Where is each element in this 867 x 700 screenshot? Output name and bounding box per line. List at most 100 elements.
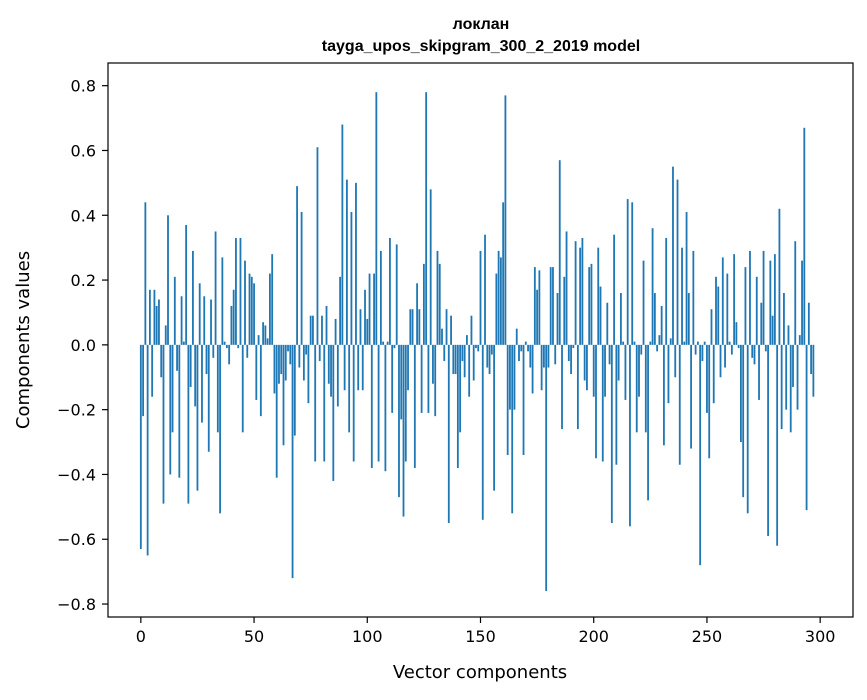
bar-39: [228, 344, 231, 365]
bar-226: [651, 228, 654, 345]
bar-70: [298, 344, 301, 368]
bar-281: [776, 344, 779, 546]
bar-216: [629, 344, 631, 527]
bar-133: [441, 328, 443, 345]
bar-284: [783, 293, 785, 345]
y-axis-ticks: −0.8 −0.6 −0.4 −0.2 0.0 0.2 0.4 0.6 0.8: [57, 77, 108, 614]
bar-215: [626, 199, 629, 345]
bar-158: [497, 250, 500, 345]
bar-128: [429, 189, 432, 345]
bar-260: [728, 341, 731, 345]
bar-91: [345, 179, 348, 345]
bar-144: [466, 335, 468, 345]
x-tick-label: 300: [805, 627, 836, 646]
bar-121: [413, 344, 416, 468]
bar-173: [531, 344, 534, 394]
bar-85: [332, 344, 335, 481]
bar-143: [463, 344, 466, 378]
bar-37: [223, 341, 226, 345]
chart-subtitle: tayga_upos_skipgram_300_2_2019 model: [322, 38, 640, 55]
bar-142: [461, 344, 464, 362]
bar-108: [384, 344, 387, 472]
bar-250: [706, 344, 708, 413]
bar-209: [613, 234, 616, 345]
bar-261: [730, 344, 733, 355]
bar-92: [348, 344, 351, 433]
bar-51: [255, 344, 258, 400]
bar-234: [669, 338, 672, 345]
bar-53: [259, 344, 262, 417]
bar-196: [583, 344, 586, 381]
bar-293: [803, 127, 806, 345]
bar-67: [291, 344, 294, 579]
bar-105: [377, 344, 380, 462]
bar-151: [481, 344, 484, 520]
chart-title: локлан: [453, 16, 510, 33]
bar-181: [549, 267, 552, 345]
bar-273: [758, 344, 760, 400]
bar-296: [810, 344, 813, 375]
bar-10: [162, 344, 165, 504]
bar-82: [325, 305, 328, 345]
x-tick-label: 200: [578, 627, 609, 646]
bar-183: [554, 344, 557, 365]
bar-232: [665, 237, 668, 345]
bar-149: [477, 344, 480, 352]
bar-9: [160, 344, 163, 378]
bar-187: [563, 276, 566, 345]
bar-160: [502, 202, 505, 345]
bar-64: [284, 344, 287, 381]
bar-238: [678, 344, 681, 465]
bar-294: [805, 344, 808, 511]
x-tick-label: 50: [244, 627, 264, 646]
bar-276: [764, 344, 767, 352]
bar-224: [647, 344, 649, 501]
bar-213: [622, 341, 625, 345]
bar-246: [696, 341, 699, 345]
bar-272: [755, 276, 758, 345]
bar-134: [443, 344, 446, 362]
bar-236: [674, 344, 677, 378]
bar-237: [676, 179, 679, 345]
bar-288: [792, 344, 794, 387]
bar-56: [266, 338, 269, 345]
plot-area-frame: [107, 62, 854, 618]
bar-192: [574, 241, 577, 345]
bar-267: [744, 267, 747, 345]
bar-217: [631, 202, 634, 345]
bar-225: [649, 341, 652, 345]
bar-113: [395, 244, 398, 345]
bar-138: [452, 344, 455, 375]
bar-194: [579, 247, 582, 345]
bar-120: [411, 309, 414, 345]
bar-101: [368, 273, 371, 345]
bar-228: [656, 344, 659, 352]
bar-207: [608, 344, 611, 365]
bar-177: [540, 344, 543, 391]
bar-208: [610, 344, 613, 524]
bar-135: [445, 309, 448, 345]
bar-292: [801, 260, 803, 345]
bar-8: [158, 299, 160, 345]
bar-206: [606, 302, 609, 345]
bar-220: [638, 344, 640, 397]
bar-30: [207, 344, 210, 452]
bar-191: [572, 344, 575, 349]
bar-270: [751, 344, 754, 358]
bar-129: [432, 344, 434, 384]
bar-28: [203, 296, 206, 345]
bar-239: [681, 247, 683, 345]
bar-44: [239, 237, 242, 345]
bar-50: [253, 283, 255, 345]
bar-87: [336, 344, 339, 407]
bar-98: [361, 344, 364, 391]
bar-157: [495, 273, 498, 345]
bar-197: [586, 344, 588, 391]
bar-146: [470, 315, 473, 345]
bar-174: [533, 267, 536, 345]
bar-188: [565, 231, 568, 345]
bar-200: [592, 344, 595, 397]
bar-41: [232, 289, 235, 345]
bar-0: [139, 344, 142, 549]
bar-24: [194, 344, 197, 407]
